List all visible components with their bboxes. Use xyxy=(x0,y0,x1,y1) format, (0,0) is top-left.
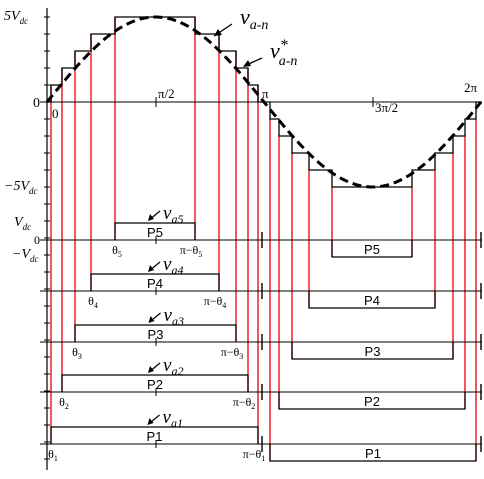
staircase-label-arrowhead xyxy=(243,60,251,67)
voltage-label-arrowhead xyxy=(148,265,154,272)
x-zero-label: 0 xyxy=(52,106,59,121)
pulse-voltage-label: va2 xyxy=(163,355,183,378)
pulse-voltage-label: va1 xyxy=(163,407,183,430)
zero-level-label: 0 xyxy=(34,233,40,247)
x-2pi-label: 2π xyxy=(464,80,478,95)
voltage-label-arrowhead xyxy=(147,418,154,425)
negative-pulse xyxy=(331,240,413,258)
reference-sine-waveform xyxy=(45,15,483,189)
positive-pulse xyxy=(50,426,259,444)
negative-pulse-label: P3 xyxy=(365,344,381,359)
theta-label: θ4 xyxy=(88,294,98,310)
negative-pulse-label: P4 xyxy=(364,293,380,308)
positive-pulse-label: P1 xyxy=(147,429,163,444)
negative-pulse xyxy=(291,342,454,360)
x-pi-label: π xyxy=(262,86,269,101)
negative-pulse xyxy=(308,291,436,309)
positive-pulse-label: P4 xyxy=(147,276,163,291)
pulse-voltage-label: va5 xyxy=(163,203,183,226)
positive-pulse-label: P3 xyxy=(148,327,164,342)
theta-label: θ5 xyxy=(112,243,122,259)
positive-pulse-label: P5 xyxy=(147,225,163,240)
pi-minus-theta-label: π−θ3 xyxy=(221,345,244,361)
pi-minus-theta-label: π−θ2 xyxy=(233,395,256,411)
pi-minus-theta-label: π−θ4 xyxy=(204,294,227,310)
positive-pulse xyxy=(90,273,220,291)
reference-label-arrowhead xyxy=(214,29,222,36)
vertical-axis-ticks xyxy=(44,16,50,460)
voltage-label-arrowhead xyxy=(148,214,154,221)
voltage-label-arrowhead xyxy=(148,366,154,373)
x-pi-half-label: π/2 xyxy=(158,86,175,101)
switching-angle-lines xyxy=(50,17,477,461)
positive-pulse xyxy=(114,222,196,240)
positive-pulse xyxy=(61,374,249,392)
negative-pulse-label: P5 xyxy=(364,242,380,257)
y-min-label: −5Vdc xyxy=(4,179,38,196)
negative-pulse-label: P2 xyxy=(364,394,380,409)
x-3pi-half-label: 3π/2 xyxy=(375,100,398,115)
pi-minus-theta-label: π−θ5 xyxy=(180,243,203,259)
y-max-label: 5Vdc xyxy=(4,9,28,26)
pulse-voltage-label: va3 xyxy=(164,305,184,328)
negative-pulse-label: P1 xyxy=(365,446,381,461)
theta-label: θ3 xyxy=(72,345,82,361)
positive-pulse-label: P2 xyxy=(147,377,163,392)
negative-pulse xyxy=(269,444,477,462)
pulse-voltage-label: va4 xyxy=(163,254,183,277)
reference-wave-label: va-n xyxy=(240,4,268,33)
positive-pulse xyxy=(74,324,237,342)
theta-label: θ1 xyxy=(48,447,58,463)
vdc-level-label: Vdc xyxy=(14,215,31,232)
theta-label: θ2 xyxy=(59,395,69,411)
pi-minus-theta-label: π−θ1 xyxy=(243,447,266,463)
voltage-label-arrowhead xyxy=(148,316,155,323)
neg-vdc-level-label: −Vdc xyxy=(12,247,39,264)
origin-label: 0 xyxy=(33,96,40,111)
negative-pulse xyxy=(278,392,466,410)
staircase-wave-label: v* a-n xyxy=(270,37,297,69)
